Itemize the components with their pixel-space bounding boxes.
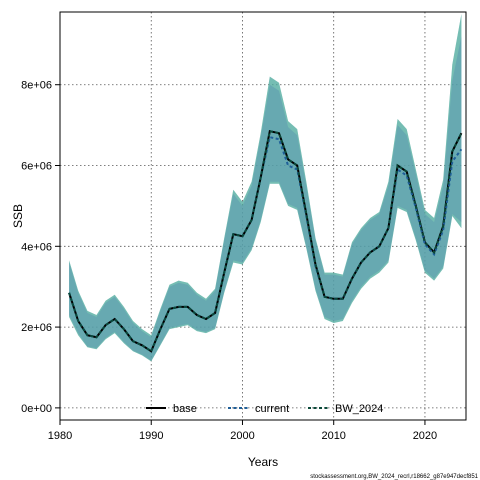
y-axis-title: SSB (11, 204, 25, 228)
x-axis: 1980 1990 2000 2010 2020 (48, 420, 437, 442)
x-tick-label: 1980 (48, 430, 72, 442)
legend-label-bw-2024: BW_2024 (335, 403, 383, 415)
y-tick-label: 0e+00 (21, 403, 52, 415)
legend-label-base: base (173, 403, 197, 415)
legend: base current BW_2024 (146, 403, 383, 415)
y-axis: 0e+00 2e+06 4e+06 6e+06 8e+06 (21, 80, 60, 415)
grid-layer (59, 12, 466, 420)
footer-note: stockassessment.org,BW_2024_recrl,r18662… (310, 474, 478, 480)
y-tick-label: 4e+06 (21, 241, 52, 253)
y-tick-label: 8e+06 (21, 80, 52, 92)
x-tick-label: 2020 (413, 430, 437, 442)
x-tick-label: 1990 (139, 430, 163, 442)
x-tick-label: 2000 (230, 430, 254, 442)
plot-frame (59, 11, 467, 421)
series-lines (68, 130, 463, 353)
confidence-bands (69, 14, 462, 362)
y-tick-label: 6e+06 (21, 161, 52, 173)
x-tick-label: 2010 (321, 430, 345, 442)
confidence-band-bw-2024 (69, 14, 462, 362)
y-tick-label: 2e+06 (21, 322, 52, 334)
legend-label-current: current (255, 403, 289, 415)
x-axis-title: Years (248, 455, 278, 469)
series-line-bw-2024 (68, 130, 463, 353)
